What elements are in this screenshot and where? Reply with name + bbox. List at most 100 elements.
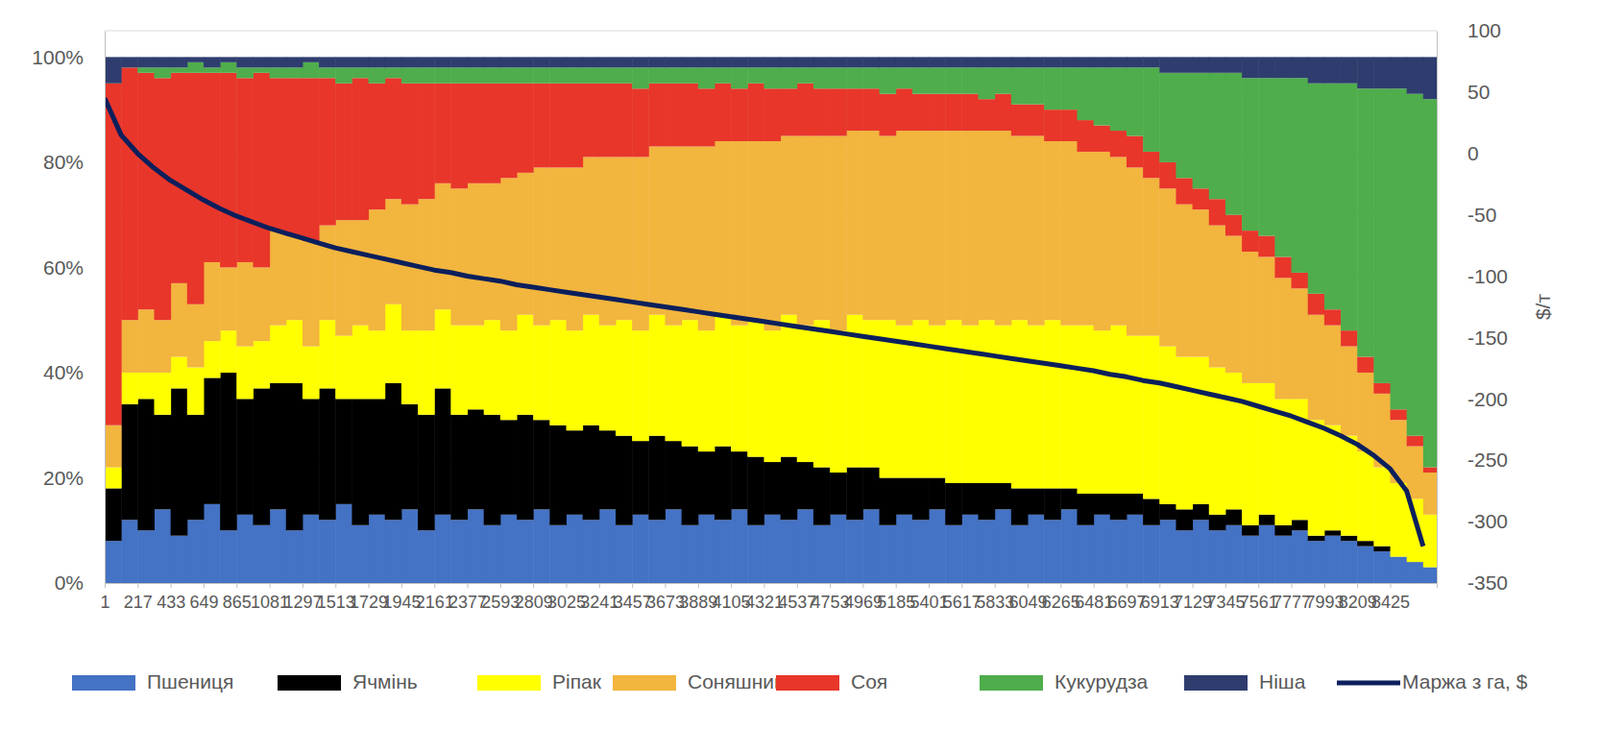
bar — [137, 398, 155, 531]
bar — [648, 56, 666, 68]
bar — [318, 319, 337, 388]
bar — [896, 67, 914, 89]
bar — [236, 262, 254, 347]
bar — [1027, 67, 1045, 104]
bar — [1011, 104, 1029, 137]
bar — [1142, 498, 1161, 525]
bar — [763, 330, 781, 462]
bar — [566, 83, 584, 169]
bar — [615, 67, 633, 83]
tick: 217 — [123, 582, 153, 612]
bar — [896, 130, 914, 326]
bar — [549, 525, 567, 583]
bar — [368, 514, 387, 583]
tick-mark — [1258, 582, 1260, 588]
bar — [1308, 56, 1326, 83]
bar — [1142, 151, 1161, 178]
bar — [566, 167, 584, 331]
bar — [252, 387, 270, 525]
bar — [714, 446, 732, 521]
bar-series — [104, 56, 1437, 99]
tick-label: 1 — [99, 592, 110, 612]
bar — [797, 67, 815, 83]
bar — [1159, 72, 1177, 163]
bar — [582, 315, 601, 426]
bar — [1308, 419, 1326, 535]
bar — [549, 167, 567, 320]
bar — [698, 145, 716, 331]
bar — [286, 77, 304, 236]
tick: -250 — [1436, 448, 1508, 471]
tick-label: -200 — [1467, 387, 1508, 411]
bar — [1340, 346, 1358, 437]
bar — [450, 83, 468, 190]
axis-line — [104, 31, 106, 584]
bar — [747, 319, 765, 457]
tick-mark — [335, 582, 337, 588]
bar — [434, 67, 452, 83]
bar — [829, 472, 848, 515]
bar — [945, 94, 963, 131]
bar — [533, 509, 551, 583]
legend-swatch — [775, 675, 840, 691]
bar — [1291, 519, 1310, 531]
bar — [368, 398, 387, 514]
bar — [1011, 525, 1029, 583]
bar — [1340, 330, 1358, 346]
bar — [1406, 56, 1425, 94]
bar — [648, 145, 666, 315]
bar — [286, 236, 304, 321]
legend-label: Маржа з га, $ — [1402, 670, 1528, 693]
bar — [780, 88, 799, 136]
bar — [797, 83, 815, 137]
bar — [648, 67, 666, 83]
tick-mark — [1027, 582, 1029, 588]
bar — [648, 519, 666, 583]
bar — [1291, 56, 1310, 78]
bar — [994, 509, 1013, 583]
bar — [928, 130, 946, 326]
bar — [219, 72, 238, 268]
bar — [1406, 94, 1425, 437]
bar — [219, 62, 238, 73]
bar — [351, 219, 369, 326]
bar — [978, 56, 996, 68]
bar — [945, 319, 963, 484]
bar — [698, 67, 716, 89]
bar — [599, 56, 617, 68]
bar — [1406, 436, 1425, 447]
bar — [302, 56, 320, 62]
bar — [516, 56, 534, 68]
bar — [912, 67, 930, 94]
bar — [928, 509, 946, 583]
bar-series — [137, 62, 1437, 468]
bar — [1258, 77, 1276, 236]
bar — [945, 483, 963, 526]
tick-label: 8425 — [1371, 592, 1410, 612]
bar — [1225, 72, 1243, 216]
bar — [1093, 56, 1112, 68]
bar — [1126, 514, 1144, 583]
bar — [896, 514, 914, 583]
legend-label: Кукурудза — [1054, 670, 1149, 693]
bar — [928, 94, 946, 131]
bar — [236, 514, 254, 583]
bar — [599, 83, 617, 158]
bar — [631, 514, 650, 583]
bar-series — [104, 504, 1437, 583]
bar — [351, 56, 369, 68]
bar — [1060, 487, 1078, 510]
bar — [434, 309, 452, 388]
bar — [137, 309, 155, 373]
bar — [1357, 357, 1375, 373]
bar — [1011, 67, 1029, 104]
bar — [615, 436, 633, 526]
bar — [1192, 357, 1211, 505]
bar — [351, 398, 369, 525]
bar — [302, 77, 320, 242]
bar — [104, 425, 122, 468]
tick-mark — [104, 582, 106, 588]
bar — [1027, 487, 1045, 514]
bar — [862, 509, 880, 583]
tick-label: 80% — [43, 150, 84, 173]
